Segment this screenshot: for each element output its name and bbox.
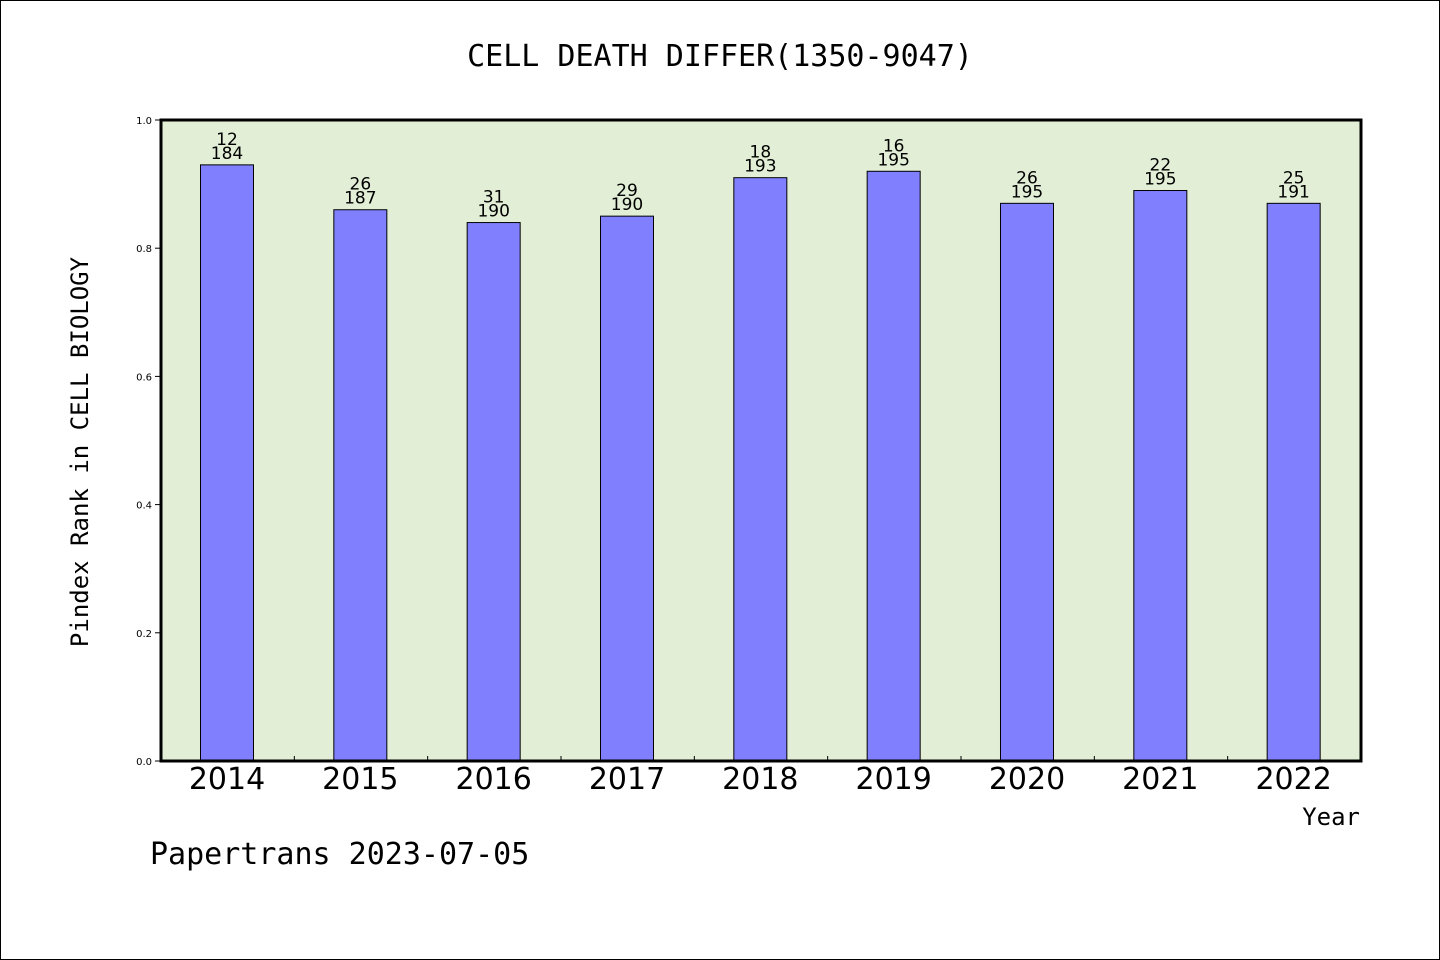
total-label-2022: 191	[1277, 182, 1309, 202]
bar-2014	[200, 164, 254, 762]
bar-2017	[599, 215, 654, 762]
x-tick-label: 2018	[722, 762, 798, 797]
x-axis-label: Year	[1302, 803, 1360, 831]
total-label-2015: 187	[344, 189, 376, 209]
plot-border	[159, 118, 1363, 763]
x-tick-label: 2022	[1255, 762, 1331, 797]
x-tick-label: 2014	[189, 762, 265, 797]
rank-label-2019: 16	[883, 136, 905, 156]
rank-label-2015: 26	[350, 175, 372, 195]
y-tick-label: 1.0	[136, 116, 152, 127]
x-tick-label: 2016	[455, 762, 531, 797]
total-label-2014: 184	[211, 144, 243, 164]
bar-2021	[1133, 190, 1188, 762]
rank-label-2018: 18	[750, 143, 772, 163]
y-tick-label: 0.8	[136, 244, 152, 255]
rank-label-2016: 31	[483, 188, 505, 208]
x-tick-label: 2015	[322, 762, 398, 797]
bar-2016	[466, 222, 521, 762]
bar-2022	[1266, 202, 1321, 762]
y-tick-label: 0.4	[136, 501, 152, 512]
total-label-2016: 190	[477, 202, 509, 222]
bar-2015	[333, 209, 388, 762]
rank-label-2020: 26	[1016, 168, 1038, 188]
y-axis-label: Pindex Rank in CELL BIOLOGY	[66, 256, 94, 647]
y-tick-label: 0.2	[136, 629, 152, 640]
bar-2018	[733, 177, 788, 762]
x-tick-label: 2020	[989, 762, 1065, 797]
rank-label-2022: 25	[1283, 168, 1305, 188]
rank-label-2017: 29	[616, 181, 638, 201]
rank-label-2014: 12	[216, 130, 238, 150]
y-axis-ticks: 0.0 0.2 0.4 0.6 0.8 1.0	[136, 116, 161, 768]
bar-2020	[999, 202, 1054, 762]
total-label-2021: 195	[1144, 170, 1176, 190]
total-label-2018: 193	[744, 157, 776, 177]
rank-label-2021: 22	[1150, 156, 1172, 176]
chart-title: CELL DEATH DIFFER(1350-9047)	[467, 39, 973, 74]
y-tick-label: 0.6	[136, 372, 152, 383]
x-tick-label: 2017	[589, 762, 665, 797]
x-tick-label: 2021	[1122, 762, 1198, 797]
total-label-2019: 195	[877, 150, 909, 170]
x-axis-ticks: 2014 2015 2016 2017 2018 2019 2020 2021 2022	[189, 756, 1332, 797]
footer-stamp: Papertrans 2023-07-05	[150, 837, 529, 872]
bar-2019	[866, 170, 921, 762]
y-tick-label: 0.0	[136, 757, 152, 768]
total-label-2017: 190	[611, 195, 643, 215]
total-label-2020: 195	[1011, 182, 1043, 202]
x-tick-label: 2019	[855, 762, 931, 797]
